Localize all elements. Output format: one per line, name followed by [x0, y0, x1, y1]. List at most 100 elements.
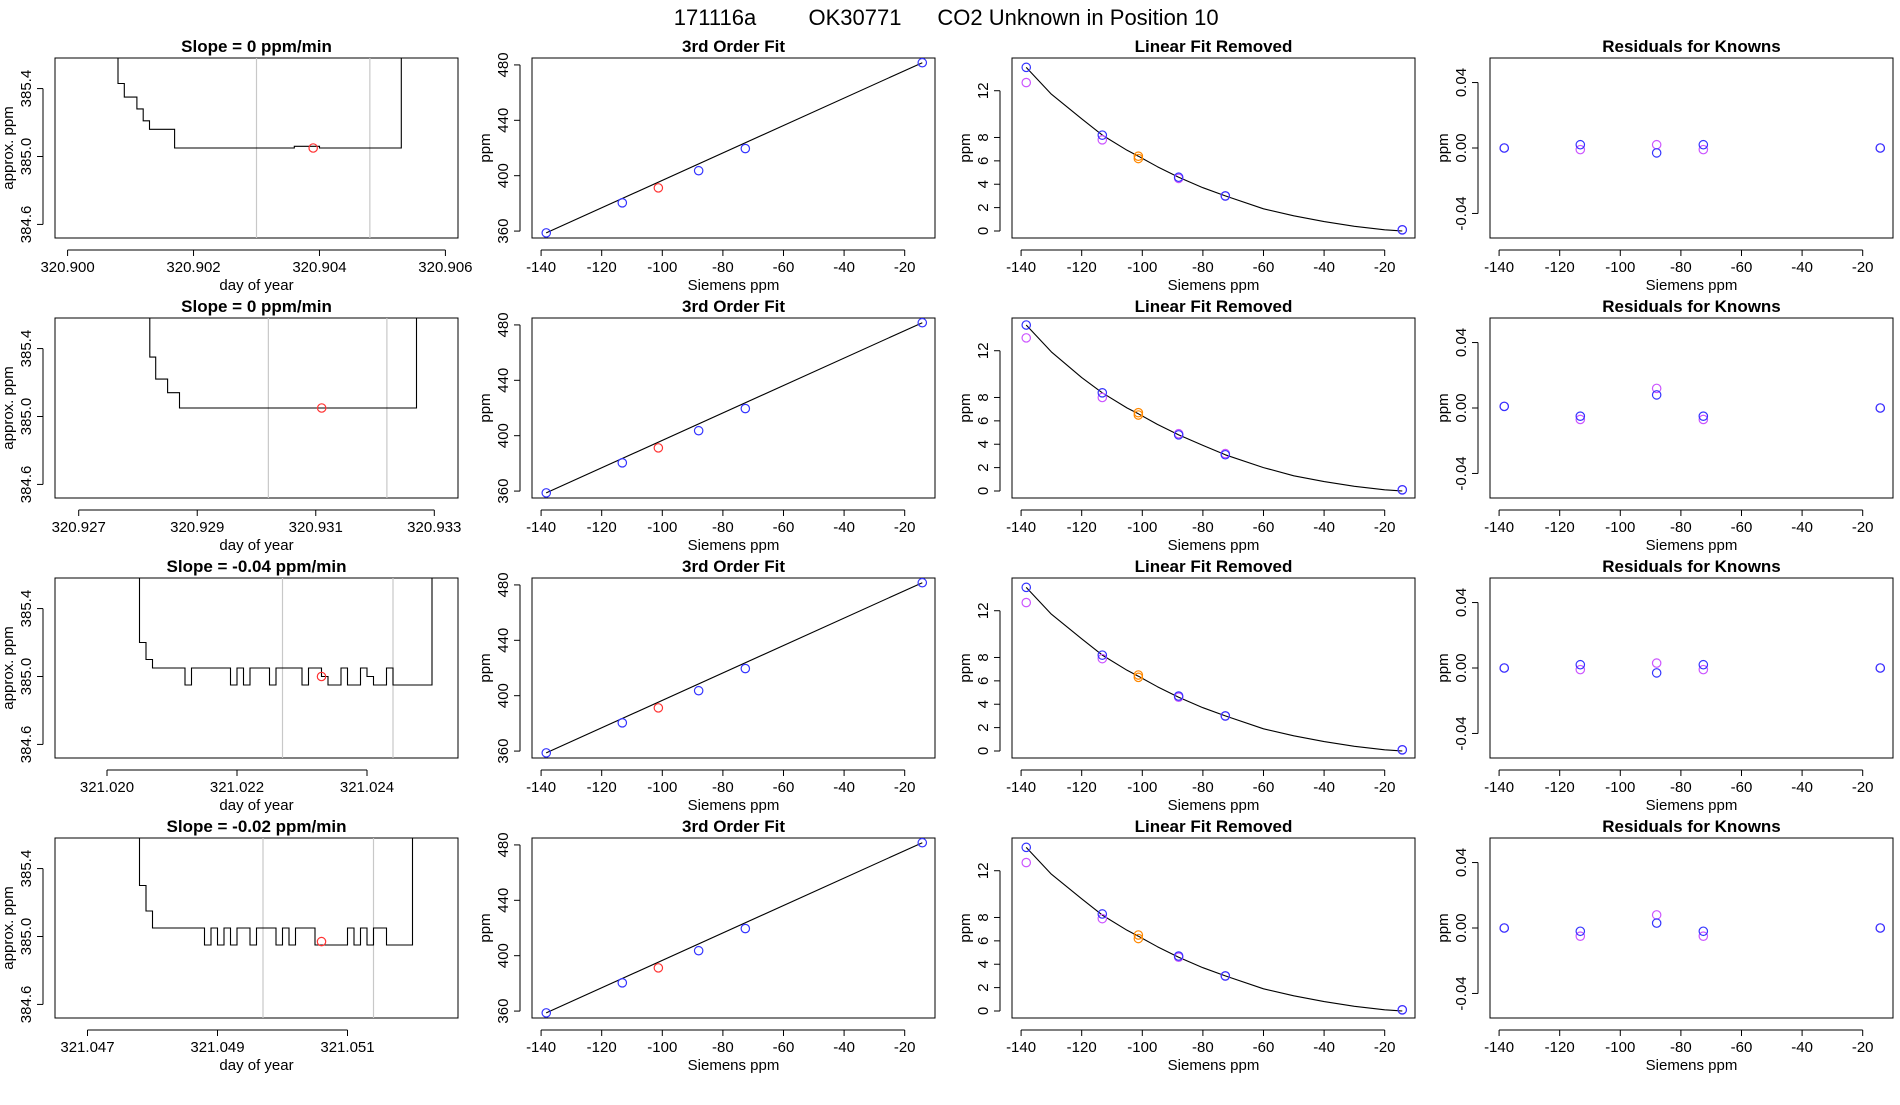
x-tick-label: -60 [773, 519, 795, 536]
title-run-id: 171116a [674, 5, 757, 30]
fit-residual-point [1575, 659, 1586, 670]
y-axis-label: ppm [957, 393, 974, 422]
known-point [1220, 711, 1231, 721]
x-tick-label: -40 [833, 779, 855, 796]
unknown-point [316, 671, 327, 682]
x-tick-label: 320.929 [170, 519, 224, 536]
fit-residual-point [1651, 668, 1662, 678]
y-axis-label: ppm [1435, 653, 1452, 682]
x-tick-label: -60 [1731, 779, 1753, 796]
y-tick-label: 0.04 [1453, 68, 1470, 97]
panel-title: Slope = -0.04 ppm/min [167, 557, 347, 576]
x-tick-label: -140 [526, 519, 556, 536]
trace-line [138, 578, 433, 686]
x-tick-label: -80 [1192, 779, 1214, 796]
y-axis-label: ppm [957, 653, 974, 682]
y-axis: 384.6 385.0 385.4 [18, 70, 44, 243]
x-tick-label: 320.931 [289, 519, 343, 536]
unknown-point [653, 443, 664, 453]
fit-residual-point [1698, 411, 1709, 421]
y-axis-label: approx. ppm [0, 366, 17, 449]
x-axis: 320.900 320.902 320.904 320.906 [40, 249, 473, 276]
x-tick-label: -140 [1006, 519, 1036, 536]
known-point [1097, 388, 1108, 398]
x-axis: -140 -120 -100 -80 -60 -40 -20 [1006, 769, 1396, 796]
plot-area [541, 318, 928, 498]
fit-residual-point [1651, 918, 1662, 928]
x-axis: -140 -120 -100 -80 -60 -40 -20 [526, 1029, 916, 1056]
x-axis: -140 -120 -100 -80 -60 -40 -20 [526, 249, 916, 276]
x-tick-label: -100 [1127, 779, 1157, 796]
known-point [917, 58, 928, 68]
x-tick-label: -40 [1313, 1039, 1335, 1056]
x-axis: -140 -120 -100 -80 -60 -40 -20 [1484, 769, 1874, 796]
y-tick-label: 2 [975, 203, 992, 211]
y-tick-label: 440 [495, 888, 512, 913]
unknown-linear-point [1133, 410, 1144, 420]
known-point [740, 403, 751, 414]
x-tick-label: -20 [894, 1039, 916, 1056]
y-axis: 384.6 385.0 385.4 [18, 850, 44, 1023]
plot-area [149, 318, 418, 498]
y-axis-label: ppm [477, 133, 494, 162]
x-tick-label: -140 [1006, 779, 1036, 796]
x-tick-label: -140 [526, 1039, 556, 1056]
x-tick-label: 320.904 [292, 259, 346, 276]
x-tick-label: -80 [1192, 259, 1214, 276]
plot-frame [1011, 837, 1416, 1019]
y-tick-label: 385.0 [18, 918, 35, 956]
x-tick-label: -80 [712, 259, 734, 276]
x-tick-label: -100 [647, 259, 677, 276]
y-tick-label: 0.04 [1453, 848, 1470, 877]
y-tick-label: 480 [495, 52, 512, 77]
x-axis: -140 -120 -100 -80 -60 -40 -20 [1006, 249, 1396, 276]
y-tick-label: 385.4 [18, 70, 35, 108]
x-axis-label: Siemens ppm [1646, 277, 1738, 294]
x-tick-label: -120 [1067, 779, 1097, 796]
known-point [917, 318, 928, 328]
trace-line [149, 318, 418, 409]
plot-area [541, 58, 928, 238]
y-tick-label: 12 [975, 342, 992, 359]
x-axis: -140 -120 -100 -80 -60 -40 -20 [526, 769, 916, 796]
fit-residual-point [1875, 923, 1886, 933]
plot-area [1499, 658, 1886, 678]
x-tick-label: -40 [833, 259, 855, 276]
known-point [693, 685, 704, 696]
plot-area [138, 838, 414, 1018]
y-axis-label: ppm [1435, 913, 1452, 942]
y-tick-label: 8 [975, 913, 992, 921]
unknown-point [1133, 930, 1144, 940]
x-tick-label: -20 [894, 519, 916, 536]
x-axis-label: Siemens ppm [1168, 537, 1260, 554]
x-tick-label: -20 [1852, 1039, 1874, 1056]
y-tick-label: 6 [975, 417, 992, 425]
panel-r3-c4: Residuals for Knowns -140 -120 -100 -80 -60 -4… [1435, 557, 1894, 814]
y-axis: 360 400 440 480 [495, 832, 521, 1024]
fit-line [545, 842, 923, 1014]
known-point [693, 945, 704, 956]
y-axis-label: approx. ppm [0, 886, 17, 969]
y-tick-label: 8 [975, 133, 992, 141]
y-axis: -0.04 0.00 0.04 [1453, 588, 1479, 751]
x-axis: -140 -120 -100 -80 -60 -40 -20 [1006, 509, 1396, 536]
x-axis: -140 -120 -100 -80 -60 -40 -20 [1484, 509, 1874, 536]
x-tick-label: -120 [587, 779, 617, 796]
y-tick-label: 0.00 [1453, 653, 1470, 682]
known-point [1021, 582, 1032, 593]
y-axis: -0.04 0.00 0.04 [1453, 328, 1479, 491]
fit-curve [1025, 847, 1403, 1012]
known-point [740, 923, 751, 934]
y-tick-label: 6 [975, 937, 992, 945]
fit-residual-point [1875, 663, 1886, 673]
known-linear-point [1021, 333, 1032, 343]
y-tick-label: 4 [975, 700, 992, 708]
y-axis: 0 2 4 6 8 12 [975, 342, 1001, 495]
unknown-point [653, 703, 664, 713]
panel-title: 3rd Order Fit [682, 557, 785, 576]
linear-residual-point [1575, 664, 1586, 675]
y-axis: 384.6 385.0 385.4 [18, 330, 44, 503]
panel-r3-c2: 3rd Order Fit -140 -120 -100 -80 -60 -40 -20 Sie… [477, 557, 936, 814]
